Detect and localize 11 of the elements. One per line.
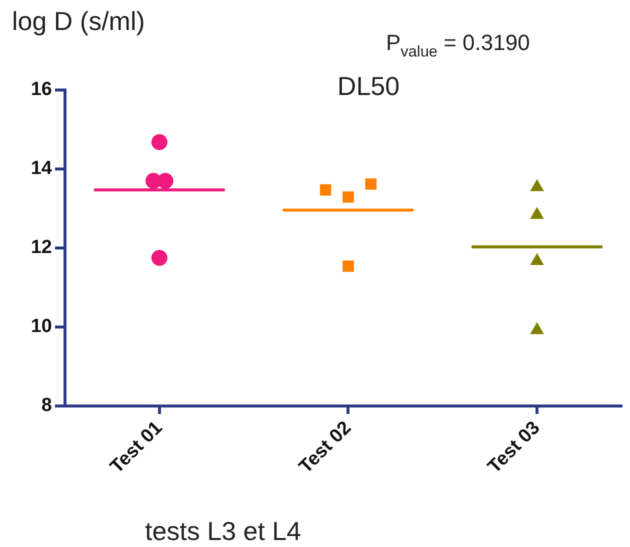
x-tick-label: Test 02 [295, 417, 356, 478]
chart-title: DL50 [337, 71, 400, 101]
y-tick-label: 10 [30, 316, 52, 338]
y-tick-label: 16 [30, 79, 52, 100]
y-tick-label: 14 [30, 158, 52, 180]
y-axis-title: log D (s/ml) [12, 6, 145, 36]
y-tick-label: 8 [41, 395, 52, 416]
y-tick-label: 12 [30, 237, 52, 258]
x-tick-label: Test 01 [106, 417, 167, 478]
x-axis-title: tests L3 et L4 [145, 516, 302, 546]
x-tick-label: Test 03 [484, 417, 544, 478]
